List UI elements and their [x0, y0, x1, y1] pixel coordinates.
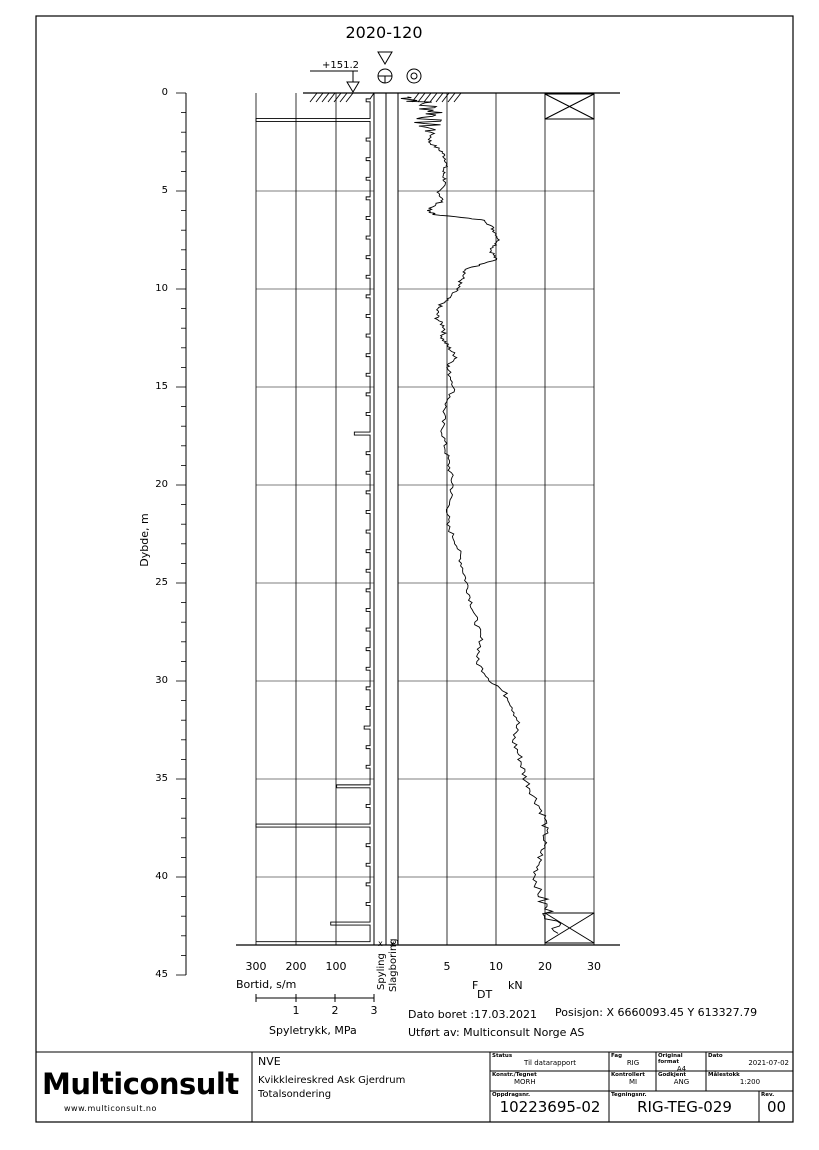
bortid-axis-label: Bortid, s/m — [236, 978, 296, 991]
hatch-stroke — [423, 92, 432, 103]
spyletrykk-tick-3: 3 — [371, 1004, 378, 1017]
position-text: Posisjon: X 6660093.45 Y 613327.79 — [555, 1006, 757, 1019]
depth-tick-label: 35 — [155, 773, 168, 784]
hatch-stroke — [339, 92, 348, 103]
hatch-stroke — [441, 92, 450, 103]
depth-tick-label: 10 — [155, 283, 168, 294]
status-cell: Status Til datarapport — [492, 1053, 608, 1071]
fag-cell: Fag RIG — [611, 1053, 655, 1071]
svg-text:x: x — [378, 939, 383, 948]
force-tick-5: 5 — [444, 960, 451, 973]
force-tick-30: 30 — [587, 960, 601, 973]
rev-cell: Rev. 00 — [761, 1092, 792, 1121]
groundwater-triangle-icon — [377, 51, 393, 65]
drawing-subject: Totalsondering — [258, 1089, 332, 1100]
company-logo: Multiconsult — [42, 1067, 239, 1101]
spyletrykk-tick-1: 1 — [293, 1004, 300, 1017]
hatch-stroke — [345, 92, 354, 103]
depth-tick-label: 40 — [155, 871, 168, 882]
sounding-circle-icon — [406, 68, 422, 84]
tegning-value: RIG-TEG-029 — [637, 1098, 732, 1116]
hatch-stroke — [327, 92, 336, 103]
depth-tick-label: 20 — [155, 479, 168, 490]
date-drilled: Dato boret :17.03.2021 — [408, 1008, 537, 1021]
konstr-label: Konstr./Tegnet — [492, 1072, 537, 1078]
hatch-stroke — [453, 92, 462, 103]
performed-by: Utført av: Multiconsult Norge AS — [408, 1026, 584, 1039]
hatch-stroke — [333, 92, 342, 103]
depth-tick-label: 15 — [155, 381, 168, 392]
konstr-cell: Konstr./Tegnet MORH — [492, 1072, 608, 1090]
force-subscript: DT — [477, 988, 492, 1001]
godkjent-cell: Godkjent ANG — [658, 1072, 705, 1090]
godkjent-value: ANG — [673, 1078, 690, 1086]
chart-grid — [255, 93, 595, 945]
spyling-label: Spyling — [376, 953, 387, 990]
slagboring-label: Slagboring — [388, 938, 399, 992]
hammer-box-top — [544, 93, 595, 120]
date-value: 2021-07-02 — [748, 1059, 789, 1067]
tegning-cell: Tegningsnr. RIG-TEG-029 — [611, 1092, 758, 1121]
oppdrag-label: Oppdragsnr. — [492, 1092, 531, 1098]
sheet-frame — [35, 15, 794, 1123]
force-curve — [400, 96, 562, 934]
oppdrag-value: 10223695-02 — [499, 1098, 601, 1116]
scale-label: Målestokk — [708, 1072, 740, 1078]
bortid-curve — [255, 92, 375, 943]
depth-tick-label: 5 — [162, 185, 168, 196]
rev-label: Rev. — [761, 1092, 775, 1098]
spyletrykk-axis-label: Spyletrykk, MPa — [269, 1024, 357, 1037]
hatch-stroke — [447, 92, 456, 103]
status-value: Til datarapport — [524, 1059, 576, 1067]
force-unit: kN — [508, 979, 523, 992]
company-website[interactable]: www.multiconsult.no — [64, 1104, 157, 1113]
oppdrag-cell: Oppdragsnr. 10223695-02 — [492, 1092, 608, 1121]
depth-tick-label: 25 — [155, 577, 168, 588]
depth-tick-label: 0 — [162, 87, 168, 98]
kontrollert-cell: Kontrollert MI — [611, 1072, 655, 1090]
hatch-stroke — [309, 92, 318, 103]
date-label: Dato — [708, 1053, 723, 1059]
format-value: A4 — [676, 1065, 687, 1073]
fag-label: Fag — [611, 1053, 623, 1059]
scale-value: 1:200 — [739, 1078, 761, 1086]
hatch-stroke — [321, 92, 330, 103]
force-tick-20: 20 — [538, 960, 552, 973]
client-name: NVE — [258, 1055, 281, 1068]
bortid-tick-100: 100 — [326, 960, 347, 973]
godkjent-label: Godkjent — [658, 1072, 687, 1078]
hatch-stroke — [429, 92, 438, 103]
hatch-stroke — [435, 92, 444, 103]
rev-value: 00 — [766, 1098, 787, 1116]
force-tick-10: 10 — [489, 960, 503, 973]
hammer-box-bottom — [544, 912, 595, 944]
depth-ticks: 0 5 10 15 20 25 30 35 40 45 — [155, 87, 186, 980]
hatch-stroke — [315, 92, 324, 103]
format-label: Original format — [658, 1053, 683, 1065]
force-symbol: F — [472, 979, 478, 992]
depth-tick-label: 45 — [155, 969, 168, 980]
project-name: Kvikkleireskred Ask Gjerdrum — [258, 1075, 406, 1086]
tegning-label: Tegningsnr. — [611, 1092, 647, 1098]
elevation-label: +151.2 — [322, 60, 359, 71]
konstr-value: MORH — [514, 1078, 536, 1086]
borehole-title: 2020-120 — [345, 23, 422, 42]
date-cell: Dato 2021-07-02 — [708, 1053, 792, 1071]
fag-value: RIG — [626, 1059, 640, 1067]
depth-axis-label: Dybde, m — [138, 513, 151, 566]
kontrollert-value: MI — [628, 1078, 638, 1086]
depth-tick-label: 30 — [155, 675, 168, 686]
elevation-triangle-icon — [346, 81, 360, 93]
svg-text:x: x — [390, 939, 395, 948]
title-block-frame — [36, 1051, 793, 1122]
bortid-tick-300: 300 — [246, 960, 267, 973]
spyletrykk-tick-2: 2 — [332, 1004, 339, 1017]
scale-cell: Målestokk 1:200 — [708, 1072, 792, 1090]
kontrollert-label: Kontrollert — [611, 1072, 645, 1078]
hatch-stroke — [417, 92, 426, 103]
status-label: Status — [492, 1053, 513, 1059]
bortid-tick-200: 200 — [286, 960, 307, 973]
format-cell: Original format A4 — [658, 1053, 705, 1073]
